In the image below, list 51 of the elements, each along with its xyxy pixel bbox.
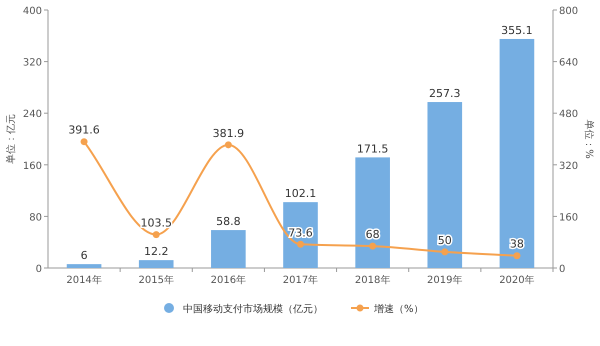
data-label: 73.6: [288, 226, 313, 240]
data-label: 171.5: [356, 142, 388, 156]
data-label: 6: [80, 249, 88, 262]
point: [80, 138, 88, 146]
data-label: 50: [438, 234, 452, 247]
y-tick-label: 0: [36, 264, 42, 275]
y2-axis-title: 单位：%: [583, 119, 595, 159]
y2-tick-label: 800: [559, 6, 578, 17]
x-tick-label: 2020年: [499, 274, 535, 286]
y2-tick-label: 160: [559, 212, 578, 224]
data-label: 103.5: [140, 216, 172, 230]
bar: [66, 264, 102, 268]
bar: [500, 38, 534, 268]
data-label: 68: [366, 228, 380, 242]
y-tick-label: 240: [22, 109, 42, 120]
point: [152, 231, 160, 238]
y2-tick-label: 640: [559, 58, 578, 69]
bar: [211, 230, 246, 268]
legend-label: 增速（%）: [373, 303, 424, 315]
point: [441, 248, 448, 256]
y2-tick-label: 0: [559, 264, 566, 275]
data-label: 12.2: [144, 245, 168, 258]
y-tick-label: 320: [22, 58, 42, 69]
bar: [138, 260, 174, 268]
data-label: 102.1: [284, 187, 316, 200]
x-tick-label: 2017年: [282, 274, 318, 286]
data-label: 58.8: [216, 215, 241, 228]
y2-tick-label: 320: [559, 160, 578, 172]
x-tick-label: 2016年: [210, 274, 246, 286]
legend-label: 中国移动支付市场规模（亿元）: [183, 303, 323, 315]
data-label: 38: [510, 238, 524, 251]
y-tick-label: 160: [22, 160, 42, 172]
y2-tick-label: 480: [559, 109, 578, 120]
bar: [283, 202, 318, 268]
point: [369, 242, 376, 250]
data-label: 355.1: [501, 24, 533, 37]
bar: [427, 102, 462, 268]
y-tick-label: 80: [29, 212, 42, 224]
y-tick-label: 400: [22, 6, 42, 17]
bar: [355, 157, 390, 268]
point: [224, 141, 232, 148]
x-tick-label: 2019年: [427, 274, 463, 286]
x-tick-label: 2014年: [66, 274, 102, 286]
y-axis-title: 单位：亿元: [5, 114, 17, 164]
x-tick-label: 2015年: [138, 274, 174, 286]
data-label: 257.3: [429, 87, 461, 100]
x-tick-label: 2018年: [354, 274, 390, 286]
point: [513, 252, 520, 260]
data-label: 391.6: [68, 124, 100, 137]
point: [297, 240, 304, 248]
data-label: 381.9: [212, 126, 244, 140]
